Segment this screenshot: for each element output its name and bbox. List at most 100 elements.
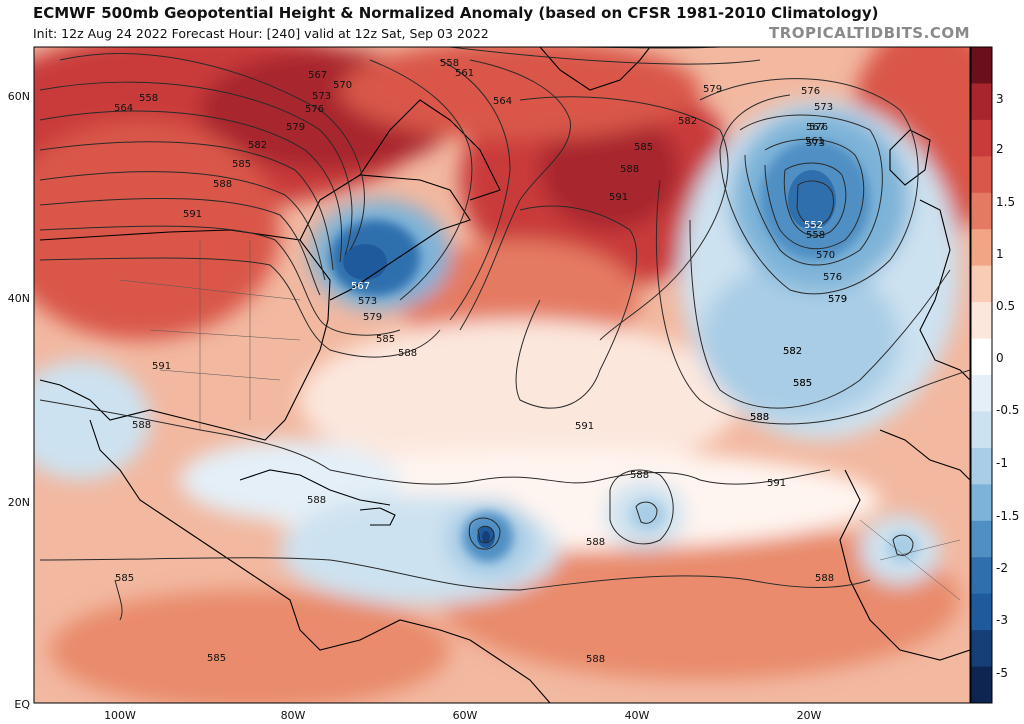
contour-label: 591 bbox=[575, 421, 594, 432]
contour-label: 579 bbox=[703, 84, 722, 95]
colorbar-label: -1 bbox=[996, 456, 1008, 470]
lon-label: 80W bbox=[281, 709, 306, 722]
contour-label: 585 bbox=[207, 653, 226, 664]
colorbar-labels: 3 2 1.5 1 0.5 0 -0.5 -1 -1.5 -2 -3 -5 bbox=[996, 92, 1019, 680]
contour-label: 588 bbox=[586, 654, 605, 665]
colorbar-swatch bbox=[971, 484, 992, 522]
contour-label: 576 bbox=[823, 272, 842, 283]
contour-label: 588 bbox=[132, 420, 151, 431]
lon-label: 20W bbox=[797, 709, 822, 722]
map-subtitle: Init: 12z Aug 24 2022 Forecast Hour: [24… bbox=[33, 26, 489, 41]
contour-label: 579 bbox=[828, 294, 847, 305]
contour-label: 552 bbox=[804, 220, 823, 231]
anomaly-colorbar bbox=[970, 46, 993, 704]
contour-label: 582 bbox=[678, 116, 697, 127]
colorbar-label: -0.5 bbox=[996, 403, 1019, 417]
contour-label: 582 bbox=[783, 346, 802, 357]
contour-label: 579 bbox=[828, 294, 847, 305]
colorbar-label: 1.5 bbox=[996, 195, 1015, 209]
colorbar-swatch bbox=[971, 520, 992, 558]
contour-label: 585 bbox=[115, 573, 134, 584]
colorbar-swatch bbox=[971, 229, 992, 267]
map-title: ECMWF 500mb Geopotential Height & Normal… bbox=[33, 4, 879, 22]
contour-label: 579 bbox=[286, 122, 305, 133]
contour-label: 558 bbox=[806, 230, 825, 241]
colorbar-frame bbox=[970, 46, 993, 704]
contour-label: 591 bbox=[183, 209, 202, 220]
contour-label: 588 bbox=[815, 573, 834, 584]
contour-label: 576 bbox=[305, 104, 324, 115]
contour-label: 579 bbox=[363, 312, 382, 323]
contour-label: 558 bbox=[440, 58, 459, 69]
lat-label: 20N bbox=[8, 496, 30, 509]
colorbar-label: -3 bbox=[996, 613, 1008, 627]
anomaly-field bbox=[34, 47, 970, 703]
colorbar-swatch bbox=[971, 156, 992, 194]
colorbar-swatch bbox=[971, 666, 992, 704]
contour-label: 570 bbox=[333, 80, 352, 91]
colorbar-label: 3 bbox=[996, 92, 1004, 106]
colorbar-swatch bbox=[971, 83, 992, 121]
contour-label: 588 bbox=[750, 412, 769, 423]
colorbar-swatch bbox=[971, 447, 992, 485]
colorbar-swatch bbox=[971, 47, 992, 84]
colorbar-label: 0 bbox=[996, 351, 1004, 365]
contour-label: 585 bbox=[793, 378, 812, 389]
contour-label: 573 bbox=[806, 138, 825, 149]
contour-label: 588 bbox=[213, 179, 232, 190]
longitude-labels: 100W 80W 60W 40W 20W bbox=[104, 709, 821, 722]
colorbar-label: 0.5 bbox=[996, 299, 1015, 313]
colorbar-swatch bbox=[971, 557, 992, 595]
colorbar-label: -1.5 bbox=[996, 509, 1019, 523]
colorbar-label: -2 bbox=[996, 561, 1008, 575]
colorbar-swatch bbox=[971, 192, 992, 230]
colorbar-label: -5 bbox=[996, 666, 1008, 680]
contour-label: 591 bbox=[609, 192, 628, 203]
lat-label: 40N bbox=[8, 292, 30, 305]
lat-label: 60N bbox=[8, 90, 30, 103]
contour-label: 567 bbox=[806, 122, 825, 133]
colorbar-swatch bbox=[971, 375, 992, 412]
contour-label: 564 bbox=[493, 96, 512, 107]
contour-label: 570 bbox=[816, 250, 835, 261]
contour-label: 567 bbox=[351, 281, 370, 292]
lon-label: 60W bbox=[453, 709, 478, 722]
colorbar-swatch bbox=[971, 593, 992, 631]
colorbar-swatch bbox=[971, 630, 992, 668]
contour-label: 585 bbox=[376, 334, 395, 345]
contour-label: 591 bbox=[152, 361, 171, 372]
contour-label: 573 bbox=[358, 296, 377, 307]
colorbar-swatch bbox=[971, 411, 992, 449]
contour-label: 567 bbox=[308, 70, 327, 81]
colorbar-label: 2 bbox=[996, 142, 1004, 156]
colorbar-label: 1 bbox=[996, 247, 1004, 261]
contour-label: 588 bbox=[630, 470, 649, 481]
contour-label: 591 bbox=[767, 478, 786, 489]
lon-label: 40W bbox=[625, 709, 650, 722]
contour-label: 588 bbox=[398, 348, 417, 359]
colorbar-swatch bbox=[971, 119, 992, 157]
contour-label: 573 bbox=[814, 102, 833, 113]
contour-label: 564 bbox=[114, 103, 133, 114]
contour-label: 582 bbox=[783, 346, 802, 357]
height-contours bbox=[39, 47, 970, 621]
contour-label: 576 bbox=[809, 122, 828, 133]
contour-label: 561 bbox=[805, 136, 824, 147]
latitude-labels: 60N 40N 20N EQ bbox=[8, 90, 31, 711]
colorbar-swatch bbox=[971, 338, 992, 376]
contour-label: 588 bbox=[307, 495, 326, 506]
contour-label: 588 bbox=[586, 537, 605, 548]
contour-label: 561 bbox=[455, 68, 474, 79]
lon-label: 100W bbox=[104, 709, 136, 722]
contour-label: 582 bbox=[248, 140, 267, 151]
lat-label: EQ bbox=[14, 698, 30, 711]
contour-label: 588 bbox=[620, 164, 639, 175]
contour-label: 576 bbox=[801, 86, 820, 97]
brand-watermark: TROPICALTIDBITS.COM bbox=[769, 24, 970, 42]
colorbar-swatch bbox=[971, 265, 992, 303]
contour-label: 585 bbox=[634, 142, 653, 153]
contour-label: 588 bbox=[750, 412, 769, 423]
contour-label: 585 bbox=[793, 378, 812, 389]
contour-label: 558 bbox=[139, 93, 158, 104]
